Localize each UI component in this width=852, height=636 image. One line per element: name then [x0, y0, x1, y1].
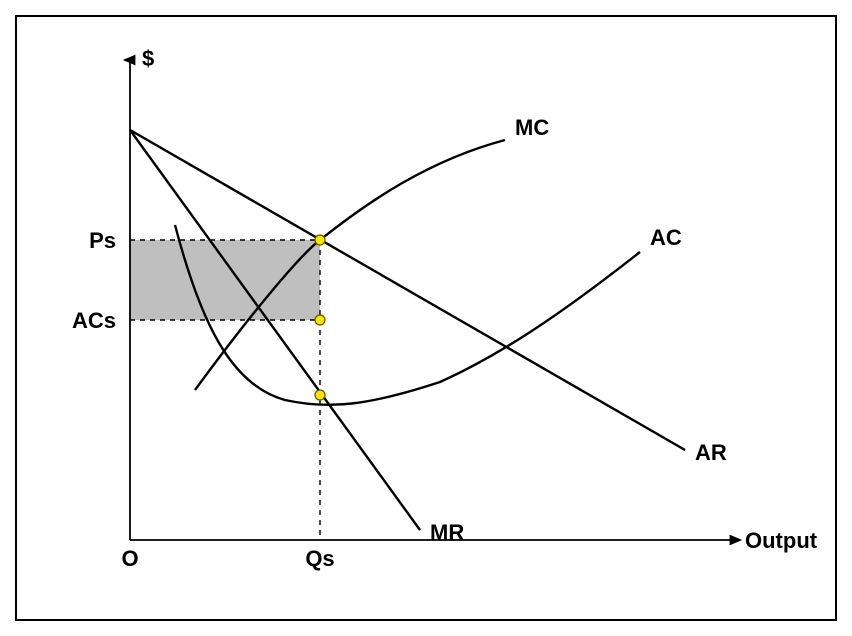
qs-label: Qs [305, 546, 334, 571]
y-axis-label: $ [142, 46, 154, 71]
origin-label: O [121, 546, 138, 571]
marker-dot [315, 315, 325, 325]
economics-chart: $ Output O Ps ACs Qs MC AC AR MR [0, 0, 852, 636]
marker-dot [315, 235, 325, 245]
acs-label: ACs [72, 308, 116, 333]
mr-curve [130, 130, 420, 530]
marker-dot [315, 390, 325, 400]
ps-label: Ps [89, 228, 116, 253]
ar-label: AR [695, 440, 727, 465]
x-axis-label: Output [745, 528, 818, 553]
mr-label: MR [430, 520, 464, 545]
ac-label: AC [650, 225, 682, 250]
profit-rectangle [130, 240, 320, 320]
mc-label: MC [515, 115, 549, 140]
